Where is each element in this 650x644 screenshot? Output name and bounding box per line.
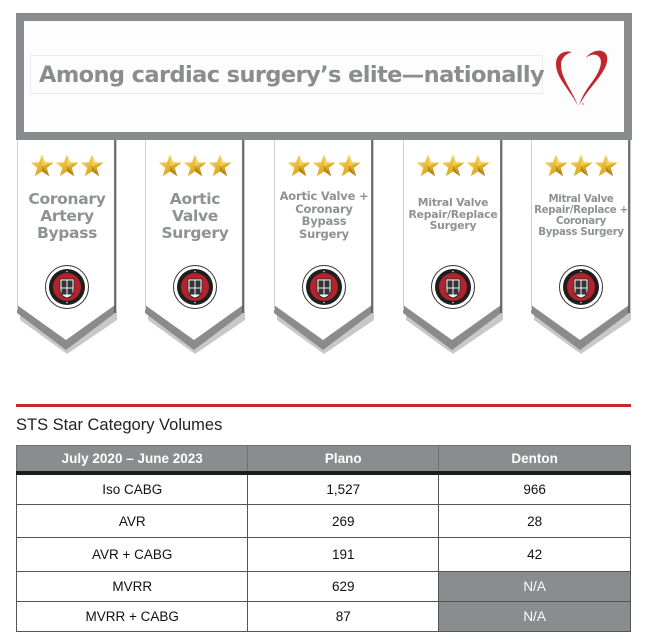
star-icon bbox=[55, 154, 79, 177]
star-icon bbox=[208, 154, 232, 177]
label-line: Aortic Valve + bbox=[279, 189, 369, 203]
table-row: AVR 269 28 bbox=[15, 504, 631, 538]
sts-seal-icon bbox=[559, 265, 603, 309]
banner-label: Aortic Valve Surgery bbox=[147, 191, 243, 242]
label-line: Surgery bbox=[161, 224, 229, 242]
procedure-cell: MVRR bbox=[15, 571, 249, 602]
denton-cell: 28 bbox=[438, 504, 631, 538]
banner-coronary-artery-bypass: Coronary Artery Bypass bbox=[17, 140, 117, 354]
label-line: Bypass Surgery bbox=[538, 227, 624, 238]
denton-cell: 42 bbox=[438, 537, 631, 572]
label-line: Valve bbox=[171, 207, 219, 225]
star-rating bbox=[531, 154, 631, 177]
star-rating bbox=[274, 154, 374, 177]
column-header-plano: Plano bbox=[247, 445, 440, 475]
label-line: Coronary bbox=[295, 201, 353, 216]
column-header-denton: Denton bbox=[438, 445, 631, 475]
banner-label: Aortic Valve + Coronary Bypass Surgery bbox=[276, 190, 372, 240]
section-title: STS Star Category Volumes bbox=[16, 416, 223, 434]
sts-seal-icon bbox=[302, 265, 346, 309]
heart-icon bbox=[556, 50, 608, 106]
star-icon bbox=[80, 154, 104, 177]
procedure-cell: AVR + CABG bbox=[15, 537, 249, 572]
denton-cell-na: N/A bbox=[438, 601, 631, 632]
star-icon bbox=[30, 154, 54, 177]
star-icon bbox=[441, 154, 465, 177]
banner-label: Coronary Artery Bypass bbox=[19, 191, 115, 242]
red-divider bbox=[16, 404, 631, 407]
plano-cell: 87 bbox=[247, 601, 440, 632]
denton-cell: 966 bbox=[438, 472, 631, 505]
banner-aortic-valve-coronary-bypass: Aortic Valve + Coronary Bypass Surgery bbox=[274, 140, 374, 354]
star-rating bbox=[145, 154, 245, 177]
table-row: Iso CABG 1,527 966 bbox=[15, 472, 631, 505]
label-line: Bypass bbox=[36, 224, 98, 242]
plano-cell: 629 bbox=[247, 571, 440, 602]
banner-aortic-valve-surgery: Aortic Valve Surgery bbox=[145, 140, 245, 354]
table-header-row: July 2020 – June 2023 Plano Denton bbox=[15, 445, 631, 475]
plano-cell: 191 bbox=[247, 537, 440, 572]
star-icon bbox=[594, 154, 618, 177]
label-line: Mitral Valve bbox=[417, 196, 489, 209]
star-icon bbox=[466, 154, 490, 177]
star-icon bbox=[416, 154, 440, 177]
volumes-table: July 2020 – June 2023 Plano Denton Iso C… bbox=[15, 445, 631, 632]
star-rating bbox=[403, 154, 503, 177]
table-row: AVR + CABG 191 42 bbox=[15, 537, 631, 572]
page-title: Among cardiac surgery’s elite—nationally bbox=[39, 61, 545, 88]
star-icon bbox=[287, 154, 311, 177]
plano-cell: 269 bbox=[247, 504, 440, 538]
star-rating bbox=[17, 154, 117, 177]
label-line: Mitral Valve bbox=[548, 194, 614, 205]
label-line: Surgery bbox=[429, 219, 477, 232]
procedure-cell: AVR bbox=[15, 504, 249, 538]
star-icon bbox=[312, 154, 336, 177]
column-header-period: July 2020 – June 2023 bbox=[15, 445, 249, 475]
sts-seal-icon bbox=[431, 265, 475, 309]
label-line: Surgery bbox=[299, 226, 349, 241]
banner-label: Mitral Valve Repair/Replace + Coronary B… bbox=[533, 194, 629, 238]
plano-cell: 1,527 bbox=[247, 472, 440, 505]
table-row: MVRR 629 N/A bbox=[15, 571, 631, 602]
denton-cell-na: N/A bbox=[438, 571, 631, 602]
banner-label: Mitral Valve Repair/Replace Surgery bbox=[405, 197, 501, 232]
label-line: Bypass bbox=[301, 214, 347, 228]
star-icon bbox=[569, 154, 593, 177]
star-icon bbox=[544, 154, 568, 177]
label-line: Coronary bbox=[556, 216, 606, 227]
label-line: Repair/Replace bbox=[408, 207, 498, 221]
sts-seal-icon bbox=[45, 265, 89, 309]
label-line: Aortic bbox=[169, 190, 221, 208]
label-line: Artery bbox=[40, 207, 94, 225]
procedure-cell: Iso CABG bbox=[15, 472, 249, 505]
procedure-cell: MVRR + CABG bbox=[15, 601, 249, 632]
label-line: Repair/Replace + bbox=[534, 205, 628, 216]
banner-mitral-valve-coronary-bypass: Mitral Valve Repair/Replace + Coronary B… bbox=[531, 140, 631, 354]
label-line: Coronary bbox=[28, 190, 106, 208]
banner-mitral-valve-repair-replace: Mitral Valve Repair/Replace Surgery bbox=[403, 140, 503, 354]
sts-seal-icon bbox=[173, 265, 217, 309]
header-frame: Among cardiac surgery’s elite—nationally bbox=[16, 13, 632, 140]
star-icon bbox=[158, 154, 182, 177]
star-icon bbox=[337, 154, 361, 177]
title-box: Among cardiac surgery’s elite—nationally bbox=[30, 55, 545, 94]
table-row: MVRR + CABG 87 N/A bbox=[15, 601, 631, 632]
star-icon bbox=[183, 154, 207, 177]
